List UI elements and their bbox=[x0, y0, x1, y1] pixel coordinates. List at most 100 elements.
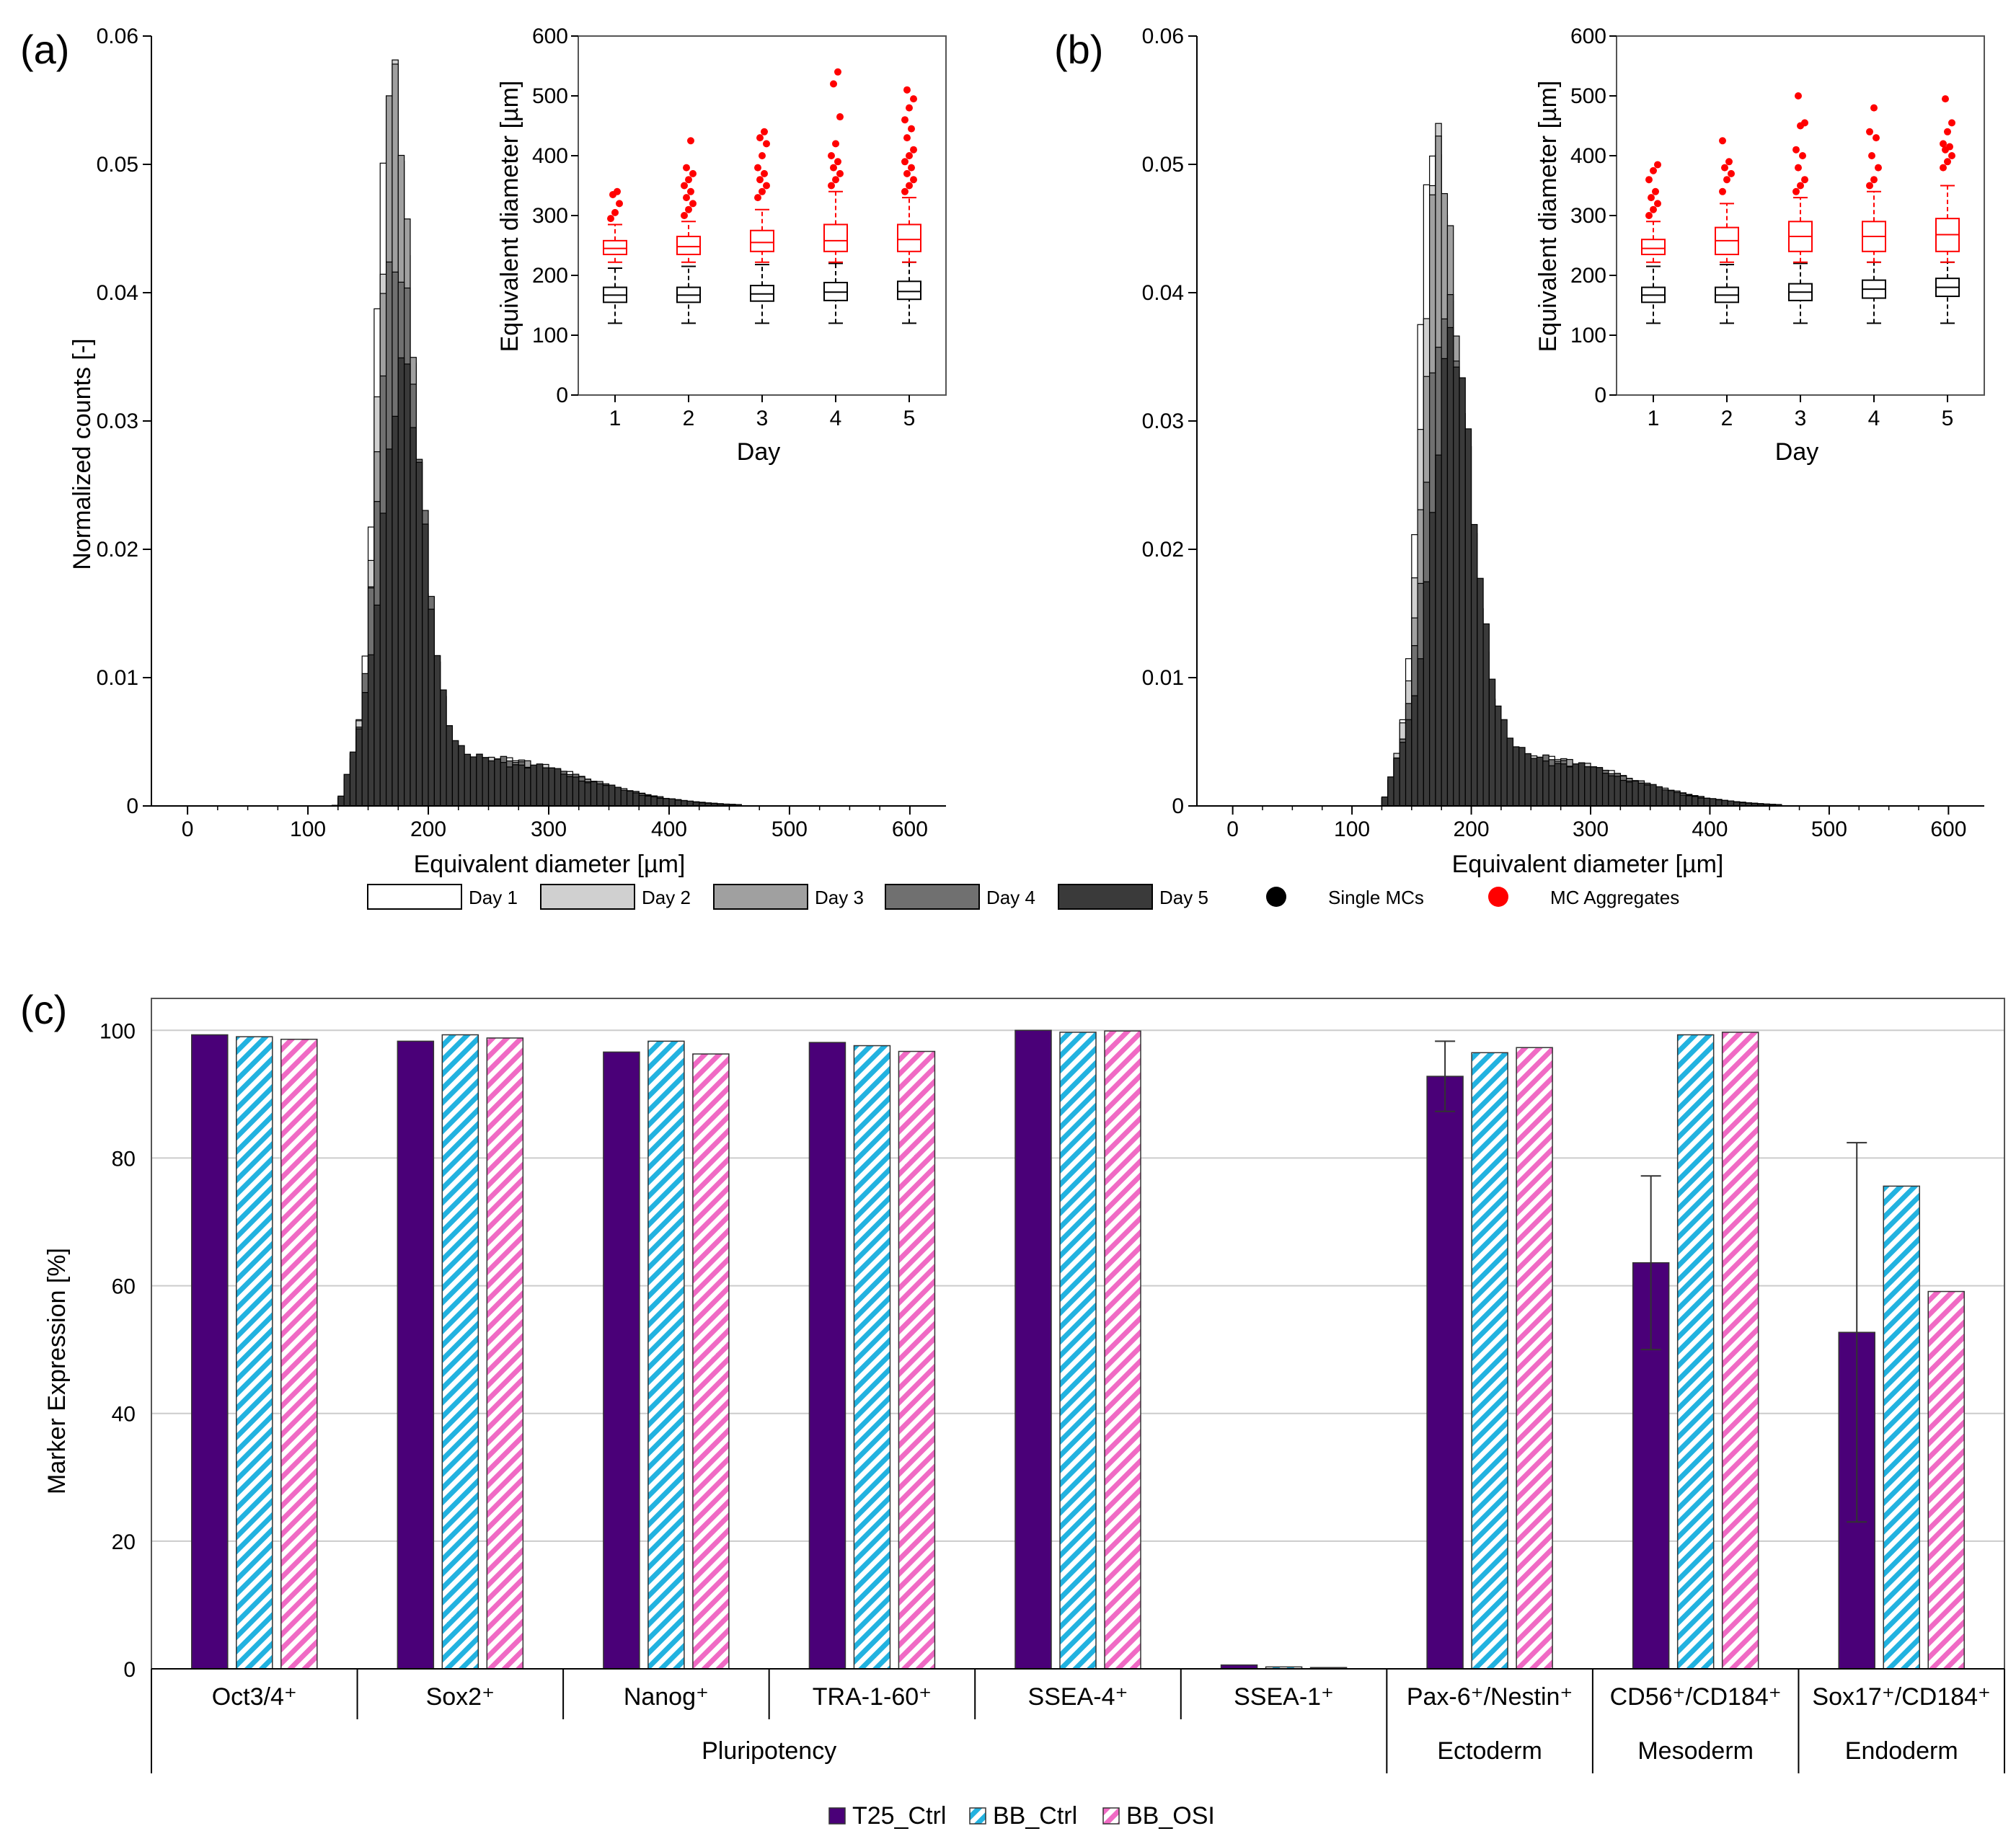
aggregate-outlier bbox=[910, 95, 917, 103]
hist-bar bbox=[1560, 763, 1568, 807]
bar-bb-osi bbox=[280, 1038, 318, 1670]
legend-label: T25_Ctrl bbox=[852, 1802, 946, 1830]
bar-t25-ctrl bbox=[1014, 1029, 1052, 1670]
aggregate-outlier bbox=[1792, 146, 1800, 154]
aggregate-outlier bbox=[1797, 182, 1804, 190]
hist-bar bbox=[487, 760, 495, 807]
category-label: Nanog⁺ bbox=[624, 1683, 709, 1711]
legend-label: BB_Ctrl bbox=[993, 1802, 1077, 1830]
panel-a: (a) 0 100 200 300 400 500 600 0 0.01 0.02 0.03 0.04… bbox=[20, 25, 947, 878]
aggregate-outlier bbox=[832, 140, 839, 148]
aggregate-outlier bbox=[836, 169, 844, 177]
aggregate-outlier bbox=[1870, 176, 1878, 184]
hist-bar bbox=[1387, 776, 1394, 807]
legend-label-day: Day 1 bbox=[469, 887, 518, 908]
hist-bar bbox=[590, 781, 598, 807]
inset-y-tick-label: 100 bbox=[532, 324, 568, 347]
aggregate-outlier bbox=[1940, 164, 1947, 172]
category-label: Pax-6⁺/Nestin⁺ bbox=[1407, 1683, 1573, 1711]
panel-c-ylabel: Marker Expression [%] bbox=[43, 1248, 71, 1494]
bar-bb-osi bbox=[1516, 1047, 1553, 1670]
hist-bar bbox=[1524, 753, 1531, 807]
aggregate-outlier bbox=[1654, 161, 1661, 169]
hist-bar bbox=[349, 751, 357, 807]
panel-b-label: (b) bbox=[1054, 27, 1103, 72]
hist-bar bbox=[638, 794, 646, 807]
y-tick-label: 0.05 bbox=[97, 153, 138, 177]
x-tick-label: 600 bbox=[892, 817, 928, 841]
group-label: Endoderm bbox=[1845, 1737, 1958, 1765]
aggregate-outlier bbox=[1719, 137, 1726, 145]
aggregate-outlier bbox=[683, 164, 690, 172]
hist-bar bbox=[1482, 623, 1490, 807]
aggregate-outlier bbox=[903, 169, 911, 177]
aggregate-outlier bbox=[1645, 212, 1653, 219]
aggregate-outlier bbox=[761, 128, 768, 136]
single-mc-box bbox=[897, 280, 921, 301]
aggregate-outlier bbox=[910, 146, 917, 154]
inset-x-tick-label: 2 bbox=[683, 407, 695, 430]
hist-bar bbox=[1518, 747, 1526, 807]
hist-bar bbox=[433, 655, 441, 807]
legend-swatch-day bbox=[885, 884, 980, 910]
hist-bar bbox=[1596, 767, 1604, 807]
inset-y-tick-label: 500 bbox=[1570, 84, 1606, 108]
bar-bb-ctrl bbox=[647, 1040, 685, 1670]
inset-x-tick-label: 1 bbox=[609, 407, 622, 430]
inset-x-tick-label: 5 bbox=[903, 407, 916, 430]
legend-swatch bbox=[828, 1807, 846, 1825]
aggregate-outlier bbox=[834, 68, 841, 76]
aggregate-outlier bbox=[689, 169, 697, 177]
aggregate-outlier bbox=[834, 158, 841, 166]
bar-t25-ctrl bbox=[191, 1034, 229, 1670]
hist-bar bbox=[1405, 719, 1412, 807]
y-tick-label: 20 bbox=[112, 1530, 136, 1554]
panel-a-label: (a) bbox=[20, 27, 69, 72]
aggregate-outlier bbox=[906, 152, 913, 159]
x-tick-label: 200 bbox=[1454, 817, 1490, 841]
aggregate-outlier bbox=[1946, 143, 1953, 151]
inset-x-tick-label: 4 bbox=[830, 407, 842, 430]
panel-c-axes: 0 20 40 60 80 100 Oct3/4⁺ Sox2⁺ Nanog⁺ TRA-1-60⁺ S… bbox=[100, 998, 2005, 1773]
hist-bar bbox=[656, 797, 664, 807]
inset-y-tick-label: 600 bbox=[1570, 25, 1606, 48]
hist-bar bbox=[536, 763, 544, 807]
x-tick-label: 100 bbox=[1334, 817, 1370, 841]
aggregate-outlier bbox=[1652, 187, 1659, 195]
hist-bar bbox=[1423, 581, 1431, 807]
bar-bb-osi bbox=[1721, 1032, 1759, 1670]
inset-x-tick-label: 5 bbox=[1942, 407, 1954, 430]
inset-y-tick-label: 300 bbox=[532, 204, 568, 228]
aggregate-outlier bbox=[685, 176, 692, 184]
aggregate-outlier bbox=[1645, 176, 1653, 184]
inset-y-tick-label: 0 bbox=[1594, 384, 1606, 407]
aggregate-outlier bbox=[1866, 182, 1873, 190]
x-tick-label: 500 bbox=[1811, 817, 1847, 841]
aggregate-outlier bbox=[1948, 152, 1955, 159]
hist-bar bbox=[469, 756, 477, 807]
hist-bar bbox=[530, 764, 537, 807]
inset-x-tick-label: 1 bbox=[1648, 407, 1660, 430]
bar-t25-ctrl bbox=[603, 1051, 640, 1670]
aggregate-outlier bbox=[1875, 164, 1882, 172]
y-tick-label: 0.03 bbox=[97, 409, 138, 433]
aggregate-outlier bbox=[1725, 158, 1733, 166]
y-tick-label: 0.04 bbox=[1142, 281, 1184, 305]
hist-bar bbox=[367, 654, 375, 807]
hist-bar bbox=[1578, 762, 1586, 807]
hist-bar bbox=[681, 800, 688, 807]
hist-bar bbox=[1446, 327, 1454, 807]
bar-bb-ctrl bbox=[441, 1034, 479, 1670]
aggregate-box bbox=[603, 239, 627, 255]
legend-label-day: Day 5 bbox=[1159, 887, 1208, 908]
hist-bar bbox=[554, 768, 562, 807]
hist-bar bbox=[686, 800, 694, 807]
hist-bar bbox=[1655, 786, 1663, 807]
aggregate-outlier bbox=[901, 187, 908, 195]
hist-bar bbox=[397, 357, 405, 807]
x-tick-label: 300 bbox=[531, 817, 567, 841]
aggregate-outlier bbox=[1866, 128, 1873, 136]
hist-bar bbox=[392, 415, 399, 807]
bar-bb-ctrl bbox=[1676, 1034, 1715, 1670]
hist-bar bbox=[560, 773, 567, 807]
